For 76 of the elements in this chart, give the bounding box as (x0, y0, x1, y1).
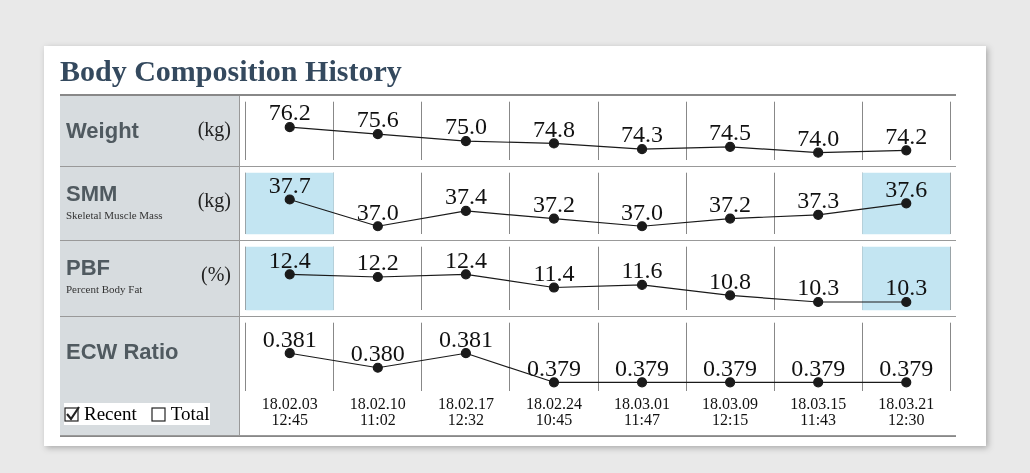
point (548, 213, 560, 224)
data-label: 74.2 (885, 122, 928, 149)
text: Percent Body Fat (66, 283, 143, 295)
point (636, 279, 648, 290)
x-tick-label: 18.02.17 12:32 (437, 395, 494, 429)
data-label: 0.379 (791, 354, 846, 381)
data-label: 0.381 (262, 325, 317, 352)
data-label: 0.380 (350, 340, 405, 367)
point (901, 296, 912, 308)
x-tick-label: 18.03.21 12:30 (878, 395, 935, 429)
data-label: 10.8 (709, 267, 752, 294)
point (460, 135, 471, 147)
data-label: 74.5 (709, 119, 752, 146)
text: (%) (201, 263, 231, 286)
point (725, 141, 736, 152)
point (636, 221, 648, 232)
data-label: 0.379 (526, 354, 581, 381)
text: Recent (84, 403, 137, 425)
data-label: 37.7 (268, 171, 311, 198)
data-label: 12.2 (356, 249, 399, 276)
point (725, 213, 736, 224)
point (813, 296, 824, 308)
data-label: 76.2 (268, 99, 311, 126)
data-label: 0.379 (615, 354, 670, 381)
data-label: 74.3 (621, 121, 664, 148)
point (284, 122, 295, 133)
x-tick-label: 18.03.01 11:47 (614, 395, 671, 429)
y-axis-title: Weight (66, 118, 139, 144)
data-label: 74.8 (532, 115, 575, 142)
point (284, 194, 295, 205)
point (548, 138, 560, 149)
data-label: 0.379 (703, 354, 758, 381)
data-label: 11.4 (533, 259, 575, 286)
data-label: 12.4 (444, 246, 487, 273)
text: Skeletal Muscle Mass (66, 209, 163, 221)
point (901, 198, 912, 209)
x-tick-label: 18.03.09 12:15 (702, 395, 759, 429)
data-label: 74.0 (797, 124, 840, 151)
data-label: 10.3 (885, 274, 928, 301)
x-tick-label: 18.03.15 11:43 (790, 395, 847, 429)
data-label: 75.0 (444, 113, 487, 140)
point (901, 145, 912, 156)
data-label: 37.3 (797, 187, 840, 214)
y-axis-title: PBF (66, 255, 110, 281)
data-label: 0.379 (879, 354, 934, 381)
point (372, 129, 383, 140)
y-axis-title: SMM (66, 181, 118, 207)
point (813, 147, 824, 158)
data-label: 37.0 (356, 198, 399, 225)
point (460, 205, 471, 217)
text: (kg) (197, 118, 231, 141)
data-label: 10.3 (797, 274, 840, 301)
data-label: 12.4 (268, 246, 311, 273)
data-label: 37.0 (621, 198, 664, 225)
data-label: 37.2 (709, 190, 752, 217)
x-tick-label: 18.02.03 12:45 (261, 395, 318, 429)
data-label: 11.6 (621, 257, 663, 284)
point (725, 290, 736, 301)
x-tick-label: 18.02.10 11:02 (349, 395, 406, 429)
x-tick-label: 18.02.24 10:45 (525, 395, 582, 429)
point (372, 271, 383, 283)
chart-title: Body Composition History (60, 54, 402, 88)
data-label: 75.6 (356, 106, 399, 133)
point (636, 144, 648, 155)
point (284, 269, 295, 280)
text: (kg) (197, 189, 231, 212)
data-label: 37.2 (532, 190, 575, 217)
data-label: 37.4 (444, 183, 487, 210)
point (372, 221, 383, 232)
y-axis-title: ECW Ratio (66, 339, 179, 365)
text: Total (170, 403, 210, 425)
point (460, 269, 471, 280)
data-label: 37.6 (885, 175, 928, 202)
data-label: 0.381 (438, 325, 493, 352)
point (548, 282, 560, 293)
point (813, 209, 824, 220)
